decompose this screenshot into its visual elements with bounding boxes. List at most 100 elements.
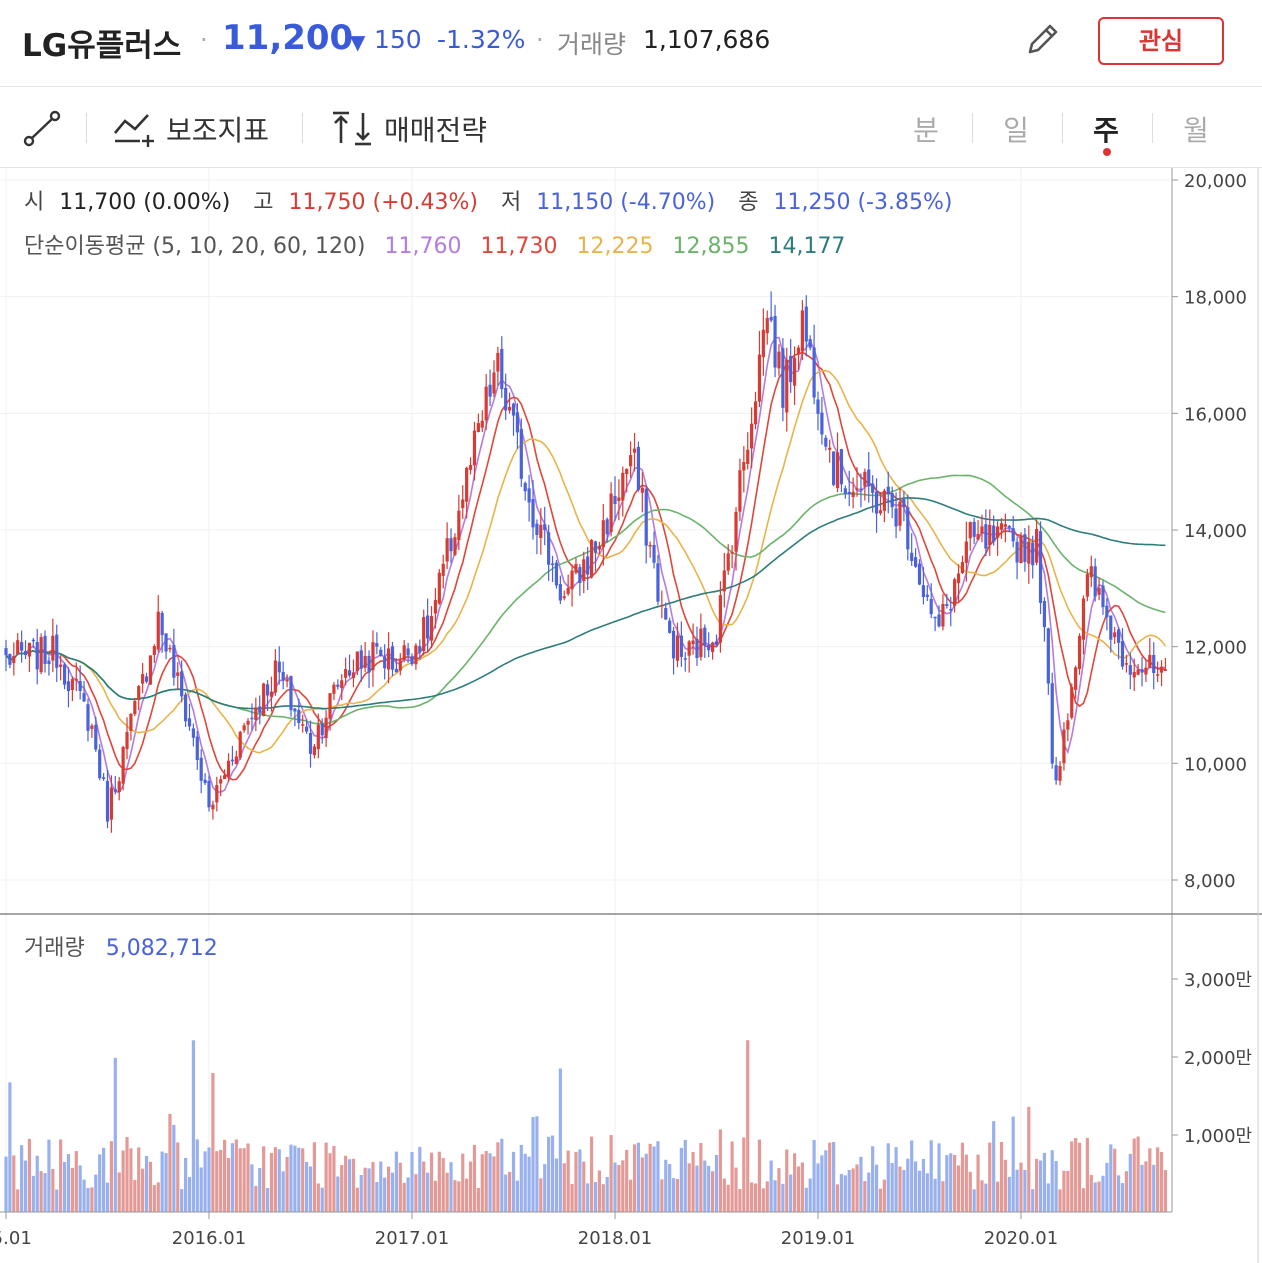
volume-bar: [589, 1136, 594, 1212]
volume-bar: [601, 1184, 605, 1212]
volume-bar: [152, 1185, 156, 1212]
volume-bar: [180, 1189, 184, 1212]
volume-bar: [1097, 1181, 1101, 1212]
volume-bar: [332, 1145, 336, 1212]
candle-body: [999, 523, 1004, 530]
candle-body: [426, 615, 430, 639]
candle-body: [917, 563, 922, 585]
period-tab-month[interactable]: 월: [1183, 114, 1209, 147]
volume-bar: [960, 1142, 965, 1212]
volume-bar: [917, 1170, 922, 1212]
volume-bar: [39, 1171, 43, 1212]
price-chart[interactable]: 20,000 18,000 16,000 14,000 12,000 10,000 8,00…: [0, 168, 1262, 1263]
volume-bar: [35, 1155, 39, 1212]
candle-body: [1042, 601, 1047, 628]
candle-body: [472, 430, 477, 466]
candle-body: [1046, 628, 1050, 684]
volume-bar: [761, 1188, 765, 1212]
period-tab-day[interactable]: 일: [1003, 114, 1029, 147]
volume-bar: [632, 1144, 637, 1212]
volume-bar: [757, 1139, 762, 1212]
candle-body: [785, 359, 789, 413]
candle-body: [984, 524, 988, 549]
candle-body: [995, 526, 1000, 538]
volume-bar: [1038, 1160, 1043, 1212]
favorite-button[interactable]: 관심: [1098, 17, 1224, 65]
candle-body: [531, 498, 535, 528]
volume-bar: [1054, 1161, 1058, 1212]
volume-bar: [375, 1181, 379, 1212]
volume-bar: [94, 1174, 98, 1212]
volume-bar: [609, 1135, 613, 1212]
candle-body: [191, 728, 195, 738]
volume-bar: [281, 1171, 285, 1212]
candle-body: [1156, 674, 1160, 676]
volume-bar: [691, 1151, 695, 1212]
period-tab-minute[interactable]: 분: [913, 114, 939, 147]
candle-body: [8, 653, 12, 665]
volume-bar: [945, 1155, 949, 1212]
ma5-line: [5, 336, 1166, 794]
candle-body: [390, 646, 395, 670]
candle-body: [515, 412, 520, 433]
volume-bar: [710, 1171, 715, 1212]
volume-bar: [1042, 1152, 1047, 1212]
volume-bar: [629, 1179, 633, 1212]
volume-bar: [304, 1161, 309, 1212]
candle-body: [605, 519, 609, 535]
candle-body: [835, 452, 840, 489]
volume-bar: [82, 1179, 86, 1212]
candle-body: [656, 563, 660, 602]
volume-bar: [273, 1147, 277, 1212]
candle-body: [82, 693, 86, 702]
volume-bar: [168, 1113, 172, 1212]
volume-bar: [379, 1161, 383, 1212]
volume-bar: [351, 1158, 356, 1212]
candle-body: [219, 779, 223, 784]
volume-bar: [312, 1142, 317, 1212]
ma5-value: 11,760: [384, 234, 462, 259]
volume-bar: [554, 1158, 559, 1212]
up-down-arrows-icon[interactable]: [330, 109, 374, 149]
strategy-button[interactable]: 매매전략: [384, 114, 488, 147]
indicator-icon[interactable]: [112, 109, 156, 149]
volume-bar: [418, 1146, 422, 1212]
candle-body: [359, 650, 363, 669]
volume-bar: [480, 1154, 484, 1212]
candle-body: [129, 713, 133, 731]
period-tab-week[interactable]: 주: [1093, 114, 1119, 147]
candle-body: [562, 596, 566, 599]
volume-bar: [800, 1162, 804, 1212]
ma-legend: 단순이동평균 (5, 10, 20, 60, 120) 11,760 11,73…: [24, 228, 845, 260]
candle-body: [43, 635, 47, 664]
candle-body: [1054, 765, 1058, 781]
volume-bar: [789, 1174, 793, 1212]
volume-bar: [859, 1156, 863, 1212]
candle-body: [910, 552, 914, 561]
candle-body: [1144, 667, 1148, 675]
candle-body: [558, 584, 562, 601]
volume-bar: [183, 1157, 188, 1212]
candle-body: [457, 510, 461, 541]
candle-body: [886, 486, 890, 495]
volume-bar: [913, 1161, 918, 1212]
candle-body: [800, 310, 804, 352]
candle-body: [769, 316, 773, 321]
candle-body: [379, 649, 383, 657]
volume-bar: [1011, 1116, 1015, 1212]
volume-bar: [617, 1165, 621, 1212]
candle-body: [1074, 667, 1078, 690]
volume-bar: [90, 1187, 94, 1212]
indicator-button[interactable]: 보조지표: [166, 114, 270, 147]
volume-bar: [320, 1187, 324, 1212]
line-draw-icon[interactable]: [22, 109, 62, 149]
pencil-icon[interactable]: [1022, 20, 1062, 60]
candle-body: [465, 467, 469, 502]
candle-body: [519, 428, 523, 479]
volume-bar: [648, 1143, 652, 1212]
candle-body: [211, 804, 215, 810]
candle-body: [972, 521, 976, 537]
volume-bar: [187, 1177, 192, 1212]
volume-bar: [101, 1147, 106, 1212]
candle-body: [492, 372, 496, 394]
